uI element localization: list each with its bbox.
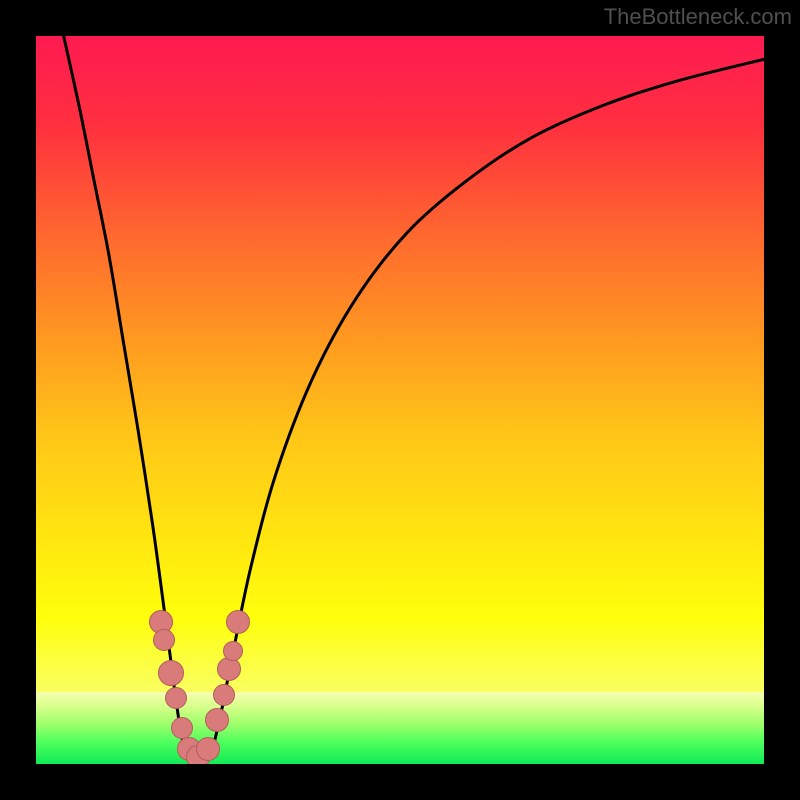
data-point	[158, 660, 184, 686]
chart-frame: TheBottleneck.com	[0, 0, 800, 800]
data-point	[217, 657, 241, 681]
plot-area	[36, 36, 764, 764]
data-point	[223, 641, 243, 661]
watermark-text: TheBottleneck.com	[604, 4, 792, 30]
data-points-layer	[36, 36, 764, 764]
data-point	[213, 684, 235, 706]
data-point	[165, 687, 187, 709]
data-point	[171, 717, 193, 739]
data-point	[226, 610, 250, 634]
data-point	[153, 629, 175, 651]
data-point	[205, 708, 229, 732]
data-point	[196, 737, 220, 761]
